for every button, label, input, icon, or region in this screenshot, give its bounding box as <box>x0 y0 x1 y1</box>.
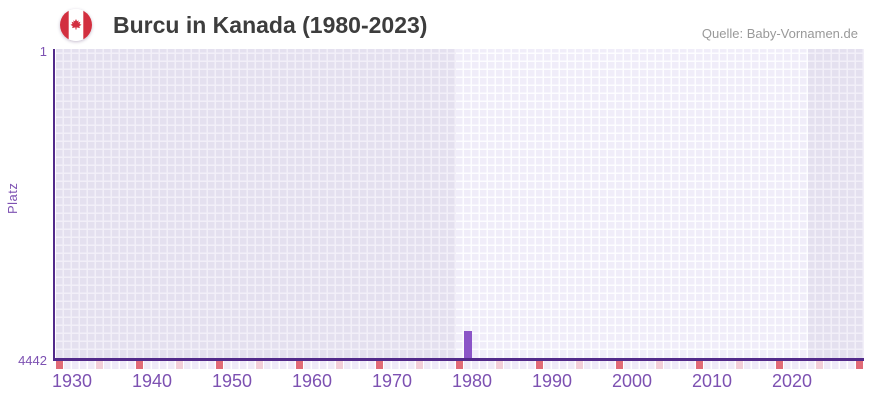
x-axis-tick-label-1940: 1940 <box>131 371 173 391</box>
source-attribution: Quelle: Baby-Vornamen.de <box>701 26 858 41</box>
half-decade-marker-1995 <box>576 361 583 369</box>
x-axis-line <box>53 358 864 361</box>
grid-region-outside-right <box>808 49 864 358</box>
grid-region-data-range-highlight <box>456 49 808 358</box>
x-axis-tick-label-1970: 1970 <box>371 371 413 391</box>
half-decade-marker-1985 <box>496 361 503 369</box>
y-axis-top-label: 1 <box>39 44 47 59</box>
half-decade-marker-2025 <box>816 361 823 369</box>
maple-leaf-icon <box>70 19 82 30</box>
half-decade-marker-1975 <box>416 361 423 369</box>
x-axis-tick-label-1990: 1990 <box>531 371 573 391</box>
x-axis-tick-label-1980: 1980 <box>451 371 493 391</box>
decade-marker-1940 <box>136 361 143 369</box>
canada-flag-icon <box>60 9 92 41</box>
half-decade-marker-1945 <box>176 361 183 369</box>
x-axis-tick-label-1930: 1930 <box>51 371 93 391</box>
decade-marker-2010 <box>696 361 703 369</box>
x-axis-tick-label-1950: 1950 <box>211 371 253 391</box>
x-axis-tick-label-2020: 2020 <box>771 371 813 391</box>
grid-region-outside-left <box>56 49 456 358</box>
x-axis-tick-label-2000: 2000 <box>611 371 653 391</box>
decade-marker-2030 <box>856 361 863 369</box>
decade-marker-1980 <box>456 361 463 369</box>
decade-marker-2000 <box>616 361 623 369</box>
decade-marker-1990 <box>536 361 543 369</box>
decade-marker-2020 <box>776 361 783 369</box>
half-decade-marker-1935 <box>96 361 103 369</box>
canada-flag-svg <box>60 9 92 41</box>
decade-marker-1960 <box>296 361 303 369</box>
rank-bar-1980[interactable] <box>464 330 472 358</box>
y-axis-bottom-label: 4442 <box>18 353 47 368</box>
half-decade-marker-2015 <box>736 361 743 369</box>
page-title: Burcu in Kanada (1980-2023) <box>113 12 428 38</box>
decade-marker-1970 <box>376 361 383 369</box>
half-decade-marker-1955 <box>256 361 263 369</box>
half-decade-marker-2005 <box>656 361 663 369</box>
x-axis-tick-label-1960: 1960 <box>291 371 333 391</box>
y-axis-title: Platz <box>5 182 20 214</box>
y-axis-line <box>53 49 55 360</box>
decade-marker-1930 <box>56 361 63 369</box>
x-axis-tick-label-2010: 2010 <box>691 371 733 391</box>
decade-marker-1950 <box>216 361 223 369</box>
half-decade-marker-1965 <box>336 361 343 369</box>
